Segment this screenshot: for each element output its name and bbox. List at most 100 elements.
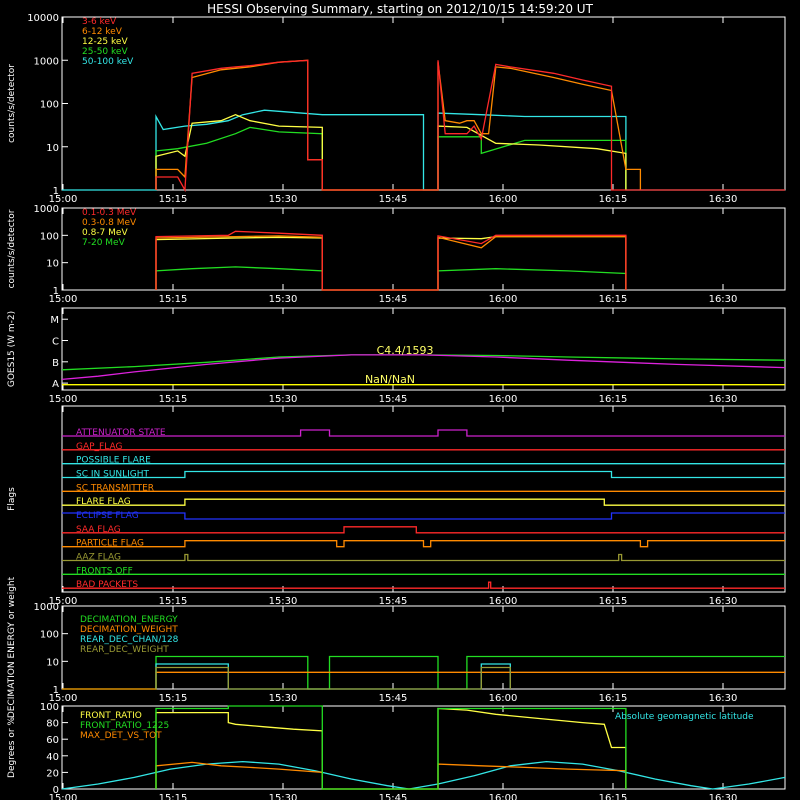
legend-entry: FRONT_RATIO_1225 <box>80 721 169 731</box>
y-tick-label: 1 <box>53 685 59 696</box>
time-tick-label: 16:00 <box>489 793 518 800</box>
hxr-series-line <box>62 109 785 191</box>
flag-label: ECLIPSE FLAG <box>76 511 139 521</box>
y-tick-label: 1000 <box>34 204 59 215</box>
ratio-series-line <box>61 760 786 790</box>
flag-line <box>62 512 785 520</box>
time-tick-label: 15:30 <box>269 693 298 704</box>
figure-title: HESSI Observing Summary, starting on 201… <box>207 2 593 16</box>
time-tick-label: 15:00 <box>49 294 78 305</box>
flag-label: SC IN SUNLIGHT <box>76 470 150 480</box>
flag-line <box>62 540 785 548</box>
y-tick-label: 10 <box>46 657 59 668</box>
time-tick-label: 16:15 <box>599 394 628 405</box>
flags-panel: 15:00 15:15 15:30 15:45 16:00 16:15 16:30 Flags… <box>7 405 786 607</box>
y-axis-label: DECIMATION ENERGY or weight <box>7 576 17 718</box>
flag-label: FRONTS OFF <box>76 566 133 576</box>
time-tick-label: 15:00 <box>49 793 78 800</box>
flag-label: POSSIBLE FLARE <box>76 456 151 466</box>
y-tick-label: 60 <box>46 735 59 746</box>
y-tick-label: 80 <box>46 719 59 730</box>
y-tick-label: B <box>52 358 59 369</box>
flag-label: GAP_FLAG <box>76 442 122 452</box>
y-tick-label: 100 <box>40 702 59 713</box>
y-axis-label: GOES15 (W m-2) <box>7 311 17 387</box>
goes-series-line <box>61 354 786 381</box>
time-tick-label: 15:45 <box>379 294 408 305</box>
time-tick-label: 16:00 <box>489 194 518 205</box>
time-tick-label: 16:30 <box>709 596 738 607</box>
y-tick-label: 10000 <box>27 13 59 24</box>
time-tick-label: 16:00 <box>489 693 518 704</box>
flag-label: AAZ FLAG <box>76 553 121 563</box>
y-tick-label: 10 <box>46 259 59 270</box>
flag-line <box>62 470 785 479</box>
time-tick-label: 15:15 <box>159 693 188 704</box>
flag-label: SAA FLAG <box>76 525 121 535</box>
y-tick-label: M <box>50 315 59 326</box>
y-tick-label: 100 <box>40 100 59 111</box>
decim-series-line <box>155 666 511 690</box>
time-tick-label: 15:45 <box>379 394 408 405</box>
y-axis-label: counts/s/detector <box>7 64 17 143</box>
time-tick-label: 15:45 <box>379 194 408 205</box>
time-tick-label: 15:30 <box>269 596 298 607</box>
flag-label: FLARE FLAG <box>76 497 131 507</box>
y-tick-label: A <box>52 379 59 390</box>
y-tick-label: 100 <box>40 630 59 641</box>
time-tick-label: 15:45 <box>379 596 408 607</box>
time-tick-label: 16:00 <box>489 596 518 607</box>
legend-entry: 3-6 keV <box>82 17 117 27</box>
time-tick-label: 16:30 <box>709 693 738 704</box>
time-tick-label: 15:30 <box>269 294 298 305</box>
y-tick-label: 20 <box>46 768 59 779</box>
ratio-panel: 15:00 15:15 15:30 15:45 16:00 16:15 16:30 0 20 40… <box>7 702 786 800</box>
y-tick-label: 1000 <box>34 56 59 67</box>
y-tick-label: 1 <box>53 186 59 197</box>
time-tick-label: 16:15 <box>599 194 628 205</box>
time-tick-label: 15:15 <box>159 596 188 607</box>
goes-nan-annotation: NaN/NaN <box>365 373 415 386</box>
legend-entry: DECIMATION_WEIGHT <box>80 625 178 635</box>
flag-line <box>62 553 785 562</box>
time-tick-label: 16:30 <box>709 793 738 800</box>
time-tick-label: 16:30 <box>709 394 738 405</box>
time-tick-label: 15:00 <box>49 693 78 704</box>
y-tick-label: 0 <box>53 785 59 796</box>
legend-entry: 50-100 keV <box>82 57 134 67</box>
y-axis-label: Degrees or % <box>7 717 17 778</box>
y-tick-label: 40 <box>46 752 59 763</box>
time-tick-label: 16:00 <box>489 394 518 405</box>
ratio-series-line <box>155 705 627 790</box>
y-axis-label: counts/s/detector <box>7 209 17 288</box>
latitude-annotation: Absolute geomagnetic latitude <box>615 712 754 722</box>
flag-line <box>62 526 785 534</box>
decim-panel: 15:00 15:15 15:30 15:45 16:00 16:15 16:30 1 10 10… <box>7 576 786 718</box>
time-tick-label: 15:45 <box>379 793 408 800</box>
time-tick-label: 16:30 <box>709 194 738 205</box>
hxr-panel: 15:00 15:15 15:30 15:45 16:00 16:15 16:30 1 10 10… <box>7 13 786 205</box>
goes-class-annotation: C4.4/1593 <box>377 344 434 357</box>
time-tick-label: 15:30 <box>269 194 298 205</box>
time-tick-label: 15:30 <box>269 793 298 800</box>
time-tick-label: 15:30 <box>269 394 298 405</box>
legend-entry: 0.1-0.3 MeV <box>82 208 137 218</box>
legend-entry: 0.8-7 MeV <box>82 228 128 238</box>
flag-label: ATTENUATOR STATE <box>76 428 166 438</box>
legend-entry: REAR_DEC_CHAN/128 <box>80 635 179 645</box>
time-tick-label: 15:00 <box>49 394 78 405</box>
time-tick-label: 15:00 <box>49 596 78 607</box>
hxr-series-line <box>155 59 785 193</box>
goes-frame <box>61 307 786 391</box>
time-tick-label: 15:15 <box>159 294 188 305</box>
legend-entry: 12-25 keV <box>82 37 128 47</box>
flag-line <box>62 581 785 589</box>
hxr-series-line <box>155 113 627 191</box>
flag-label: PARTICLE FLAG <box>76 539 144 549</box>
time-tick-label: 16:15 <box>599 596 628 607</box>
flag-line <box>62 429 785 437</box>
legend-entry: DECIMATION_ENERGY <box>80 615 178 625</box>
time-tick-label: 15:00 <box>49 194 78 205</box>
